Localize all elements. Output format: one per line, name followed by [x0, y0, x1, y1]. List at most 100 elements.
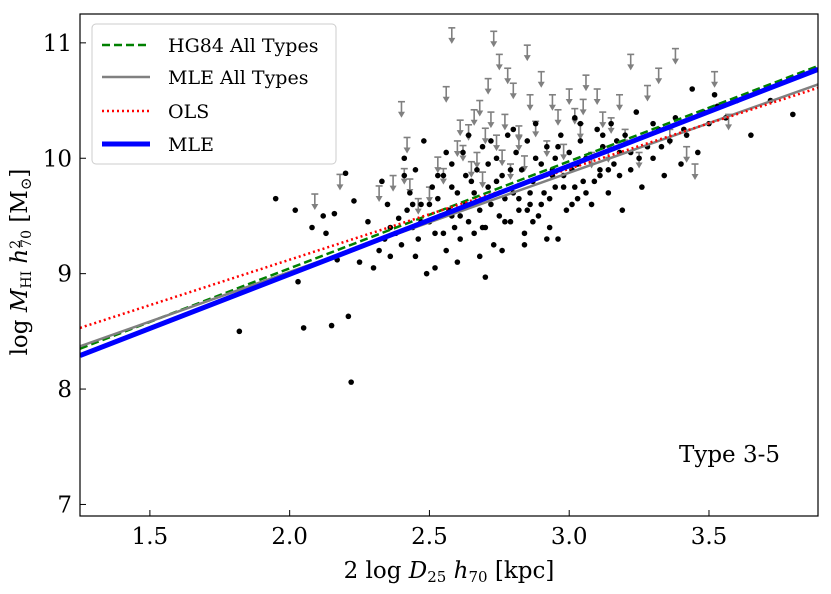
upper-limit-marker [397, 100, 405, 118]
detection-point [348, 379, 354, 385]
upper-limit-marker [375, 185, 383, 202]
upper-limit-marker [467, 160, 475, 178]
upper-limit-marker [403, 136, 411, 154]
detection-point [577, 120, 584, 127]
detection-point [451, 224, 458, 231]
detection-point [499, 172, 505, 179]
detection-point [544, 236, 550, 242]
detection-point [532, 155, 539, 162]
detection-point [507, 166, 514, 173]
detection-point [588, 201, 595, 208]
detection-point [521, 242, 528, 248]
detection-point [423, 270, 430, 277]
detection-point [516, 207, 522, 213]
detection-point [622, 132, 628, 138]
detection-point [323, 230, 329, 237]
upper-limit-marker [311, 193, 319, 211]
detection-point [401, 172, 408, 179]
detection-point [569, 201, 575, 208]
y-tick-label: 11 [43, 31, 72, 57]
detection-point [384, 201, 391, 208]
axis-ticks: 1.5 2.0 2.5 3.0 3.5 7 8 9 10 11 [43, 31, 728, 550]
upper-limit-marker [526, 93, 534, 111]
detection-point [532, 120, 539, 127]
detection-point [678, 161, 684, 167]
detection-point [566, 149, 573, 156]
upper-limit-marker [509, 82, 517, 100]
detection-point [516, 195, 522, 202]
detection-point [571, 184, 578, 190]
detection-point [574, 195, 581, 202]
upper-limit-marker [501, 113, 509, 131]
detection-point [689, 86, 696, 92]
upper-limit-marker [593, 88, 601, 106]
upper-limit-marker [336, 173, 344, 191]
detection-point [507, 218, 514, 225]
upper-limit-marker [442, 85, 450, 103]
detection-point [457, 236, 463, 242]
detection-point [591, 178, 598, 185]
detection-point [432, 265, 438, 271]
detection-point [605, 190, 612, 196]
detection-point [650, 155, 656, 162]
detection-point [292, 207, 299, 213]
legend: HG84 All Types MLE All Types OLS MLE [91, 23, 337, 165]
upper-limit-marker [504, 67, 512, 85]
upper-limit-marker [453, 140, 461, 157]
detection-point [594, 126, 600, 133]
detection-point [527, 190, 533, 196]
legend-label-mle: MLE [168, 134, 214, 156]
detection-point [636, 155, 642, 162]
data-layer [80, 27, 818, 385]
detection-point [398, 242, 405, 248]
detection-point [683, 132, 690, 138]
detection-point [521, 230, 528, 237]
detection-point [605, 166, 612, 173]
plot-frame [79, 13, 819, 517]
detection-point [320, 213, 327, 219]
detection-point [465, 132, 472, 138]
x-tick-label: 3.0 [551, 524, 588, 550]
detection-point [370, 265, 377, 271]
y-tick-label: 10 [43, 146, 72, 172]
detection-point [471, 190, 477, 196]
upper-limit-marker [473, 151, 481, 169]
detection-point [479, 224, 486, 231]
upper-limit-marker [627, 53, 635, 71]
detection-point [454, 259, 461, 265]
upper-limit-marker [548, 93, 556, 111]
legend-label-hg84: HG84 All Types [168, 35, 318, 57]
upper-limit-marker [515, 134, 523, 152]
detection-point [331, 210, 338, 217]
detection-point [524, 138, 531, 144]
detection-point [661, 172, 668, 179]
detection-point [627, 166, 634, 173]
detection-point [457, 213, 463, 219]
detection-point [518, 166, 525, 173]
detection-point [496, 213, 503, 219]
y-axis-label: log MHI h270 [M⊙] [7, 169, 35, 356]
detection-point [482, 274, 489, 280]
detection-point [432, 230, 438, 237]
detection-point [611, 161, 617, 167]
detection-point [639, 184, 645, 190]
detection-point [401, 155, 408, 162]
upper-limit-marker [476, 99, 484, 117]
upper-limit-marker [523, 44, 531, 62]
detection-point [415, 236, 422, 242]
detection-point [379, 178, 385, 185]
detection-point [471, 230, 477, 237]
detection-point [365, 218, 371, 225]
fit-line-mle [80, 67, 818, 358]
upper-limit-marker [456, 119, 464, 137]
detection-point [571, 115, 578, 121]
detection-point [546, 224, 553, 231]
detection-point [342, 170, 349, 177]
upper-limit-marker [434, 156, 442, 174]
detection-point [412, 166, 419, 173]
detection-point [555, 143, 561, 150]
detection-point [552, 184, 559, 190]
detection-point [552, 155, 559, 162]
y-tick-label: 9 [57, 262, 72, 288]
upper-limit-marker [414, 197, 422, 215]
